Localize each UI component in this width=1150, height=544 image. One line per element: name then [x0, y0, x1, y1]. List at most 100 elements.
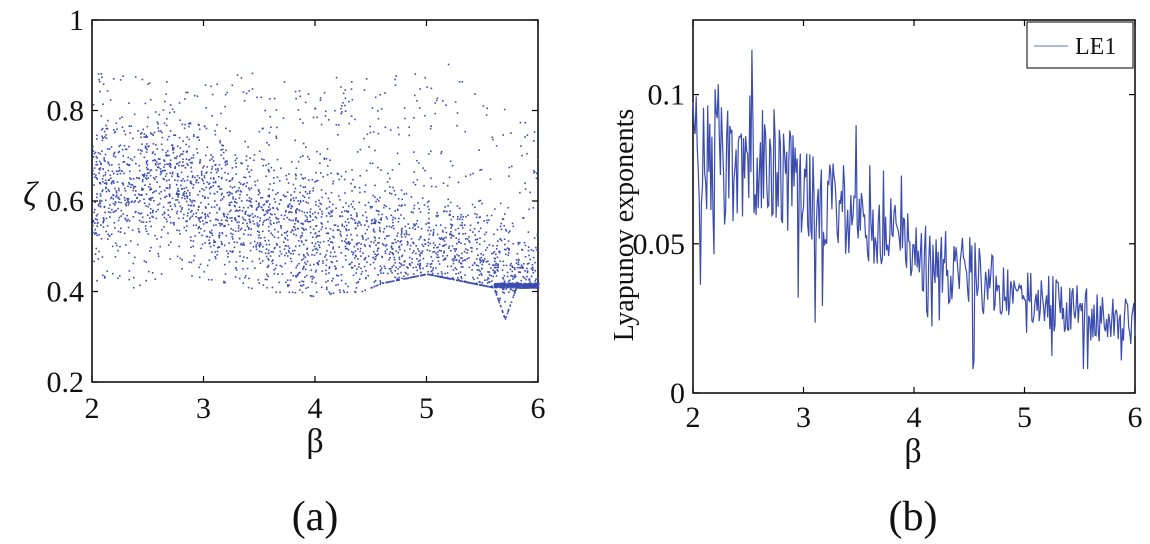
panel-a-point — [179, 233, 181, 235]
panel-a-point — [294, 173, 297, 175]
panel-a-point — [159, 130, 162, 132]
panel-a-point — [247, 146, 249, 148]
panel-a-point — [478, 216, 481, 219]
panel-a-point — [408, 126, 410, 128]
panel-a-point — [203, 165, 205, 167]
panel-a-point — [329, 215, 332, 218]
panel-a-point — [197, 136, 200, 138]
panel-a-point — [347, 242, 349, 244]
panel-a-point — [483, 260, 485, 262]
panel-a-point — [321, 226, 324, 228]
panel-a-point — [415, 222, 418, 225]
panel-a-point — [139, 152, 142, 155]
panel-a-point — [235, 162, 237, 165]
panel-a-point — [199, 159, 202, 161]
panel-a-point — [403, 264, 405, 266]
panel-a-point — [178, 136, 181, 139]
panel-a-point — [443, 244, 445, 247]
panel-a-point — [258, 150, 261, 153]
panel-a-point — [420, 235, 422, 238]
panel-a-point — [294, 218, 297, 220]
panel-a-point — [233, 246, 236, 249]
panel-b-y-tick-label: 0.1 — [648, 79, 686, 112]
panel-a-point — [312, 219, 314, 221]
panel-a-point — [119, 144, 122, 147]
panel-a-point — [461, 221, 463, 224]
panel-a-point — [143, 173, 146, 175]
panel-a-point — [231, 192, 233, 195]
panel-a-point — [148, 145, 150, 147]
panel-a-point — [444, 258, 446, 261]
panel-a-point — [309, 264, 312, 266]
panel-a-point — [217, 219, 219, 221]
panel-a-point — [491, 252, 493, 255]
panel-a-point — [497, 240, 499, 242]
panel-a-point — [217, 246, 219, 249]
panel-a-point — [407, 242, 409, 244]
panel-a-point — [472, 282, 474, 285]
panel-a-point — [268, 144, 270, 146]
panel-a-point — [419, 88, 421, 90]
panel-a-point — [193, 255, 196, 257]
panel-a-point — [472, 276, 474, 279]
panel-a-point — [435, 224, 437, 227]
panel-a-point — [202, 179, 204, 182]
panel-a-point — [306, 260, 309, 263]
panel-a-point — [508, 166, 511, 169]
panel-a-point — [421, 274, 424, 276]
panel-a-point — [105, 199, 107, 201]
panel-a-point — [365, 169, 368, 172]
panel-a-point — [358, 263, 360, 265]
panel-a-point — [162, 109, 165, 111]
panel-a-point — [276, 221, 278, 224]
panel-a-point — [271, 189, 274, 192]
panel-a-point — [127, 218, 129, 221]
panel-a-point — [336, 172, 339, 175]
panel-a-point — [386, 181, 389, 183]
panel-a-point — [426, 262, 429, 265]
panel-a-point — [225, 215, 228, 218]
panel-a-point — [451, 164, 454, 167]
panel-a-point — [316, 251, 318, 254]
panel-a-point — [175, 184, 178, 186]
panel-a-point — [427, 205, 429, 208]
panel-a-point — [238, 225, 240, 227]
panel-a-point — [151, 152, 154, 155]
panel-a-point — [458, 81, 461, 83]
panel-a-point — [456, 112, 459, 114]
panel-a-point — [137, 177, 140, 179]
panel-a-point — [208, 187, 211, 190]
panel-a-point — [157, 127, 159, 129]
panel-a-point — [201, 212, 204, 214]
panel-a-point — [380, 219, 382, 221]
panel-a-point — [445, 243, 447, 246]
panel-a-point — [205, 207, 207, 209]
panel-a-point — [174, 134, 177, 136]
panel-a-point — [480, 284, 482, 286]
panel-a-point — [138, 231, 141, 233]
panel-a-point — [519, 191, 521, 194]
panel-a-point — [194, 200, 196, 202]
panel-a-point — [428, 238, 430, 240]
panel-a-point — [112, 180, 115, 182]
panel-a-point — [383, 244, 385, 246]
panel-a-point — [218, 246, 221, 248]
panel-a-point — [176, 190, 179, 192]
panel-a-point — [147, 168, 150, 171]
panel-a-point — [426, 201, 429, 204]
panel-a-point — [440, 150, 443, 153]
panel-a-point — [184, 167, 187, 169]
panel-a-point — [152, 216, 154, 219]
panel-a-point — [337, 225, 339, 228]
panel-a-point — [114, 227, 116, 229]
panel-a-point — [526, 270, 529, 272]
panel-a-point — [148, 82, 151, 84]
panel-a-point — [247, 214, 249, 217]
panel-a-point — [265, 219, 268, 221]
panel-a-point — [375, 285, 377, 287]
panel-a-point — [494, 208, 496, 210]
panel-a-point — [147, 205, 149, 208]
panel-a-point — [134, 256, 136, 259]
